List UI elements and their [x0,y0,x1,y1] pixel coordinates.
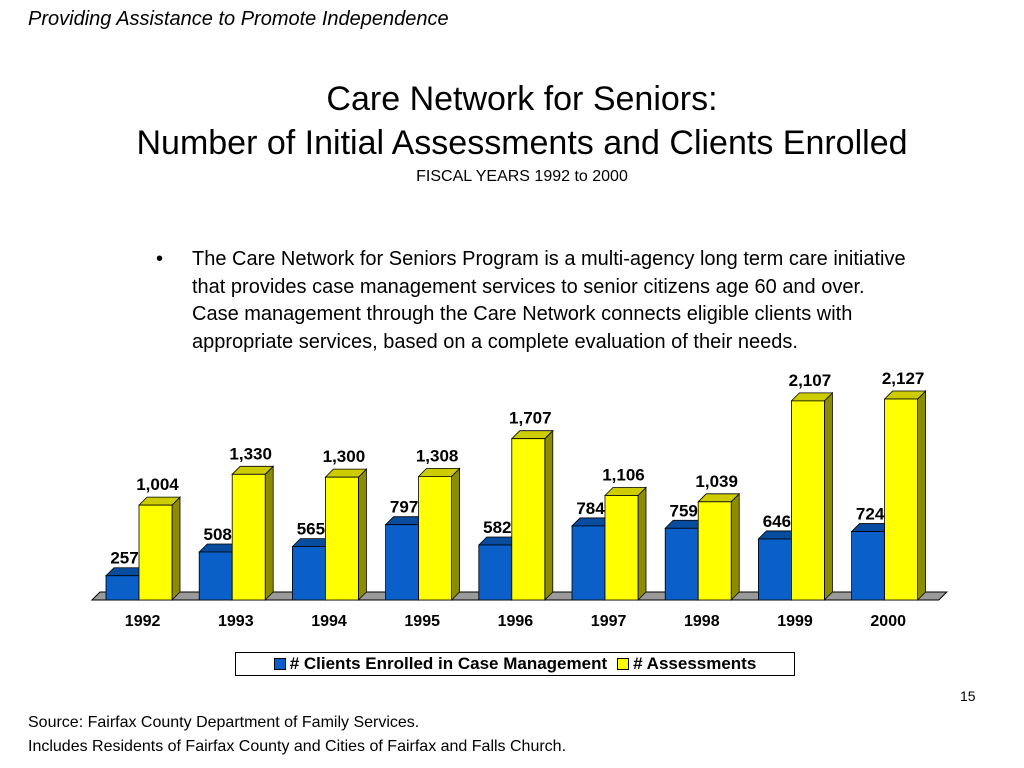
legend-item-clients: # Clients Enrolled in Case Management [273,654,608,674]
data-label-assessments-1997: 1,106 [602,465,645,484]
x-tick-label-1997: 1997 [591,613,627,630]
data-label-assessments-1998: 1,039 [695,472,738,491]
data-label-clients-1992: 257 [110,549,138,568]
bar-assessments-1998 [697,492,741,601]
x-tick-label-2000: 2000 [870,613,906,630]
data-label-assessments-1993: 1,330 [229,444,272,463]
source-note: Source: Fairfax County Department of Fam… [28,714,420,731]
bullet-icon: • [156,248,164,270]
legend-label-assessments: # Assessments [633,654,757,673]
bar-assessments-1995 [417,467,461,601]
data-label-assessments-2000: 2,127 [882,369,925,388]
data-label-clients-1994: 565 [297,520,325,539]
data-label-clients-1998: 759 [670,501,698,520]
bullet-text: The Care Network for Seniors Program is … [192,248,906,353]
source-note-line2: Includes Residents of Fairfax County and… [28,738,567,755]
data-label-clients-2000: 724 [856,505,885,524]
legend-swatch-assessments [617,658,630,670]
data-label-assessments-1994: 1,300 [323,447,366,466]
data-label-assessments-1996: 1,707 [509,409,552,428]
bar-assessments-1999 [790,391,834,601]
x-tick-label-1992: 1992 [125,613,161,630]
data-label-clients-1997: 784 [576,499,605,518]
chart-legend: # Clients Enrolled in Case Management # … [235,652,795,676]
legend-item-assessments: # Assessments [617,654,756,674]
x-tick-label-1999: 1999 [777,613,813,630]
chart-subtitle: FISCAL YEARS 1992 to 2000 [416,168,628,185]
header-tagline: Providing Assistance to Promote Independ… [28,8,449,30]
legend-label-clients: # Clients Enrolled in Case Management [289,654,608,673]
page-number: 15 [960,688,976,704]
x-tick-label-1994: 1994 [311,613,347,630]
data-label-clients-1995: 797 [390,498,418,517]
x-tick-label-1996: 1996 [498,613,534,630]
x-tick-label-1995: 1995 [404,613,440,630]
data-label-assessments-1999: 2,107 [789,371,832,390]
data-label-assessments-1992: 1,004 [136,475,179,494]
x-tick-label-1993: 1993 [218,613,254,630]
x-tick-label-1998: 1998 [684,613,720,630]
bar-assessments-1992 [138,496,181,601]
chart-title-line2: Number of Initial Assessments and Client… [136,124,908,162]
bar-assessments-1996 [510,429,554,601]
legend-swatch-clients [273,658,286,670]
bar-assessments-1994 [324,468,368,601]
chart-title: Care Network for Seniors: [326,80,718,118]
bar-assessments-2000 [883,390,927,601]
bar-assessments-1997 [604,486,647,601]
data-label-assessments-1995: 1,308 [416,446,459,465]
data-label-clients-1996: 582 [483,518,511,537]
bar-assessments-1993 [231,465,275,601]
data-label-clients-1993: 508 [204,525,232,544]
data-label-clients-1999: 646 [763,512,791,531]
